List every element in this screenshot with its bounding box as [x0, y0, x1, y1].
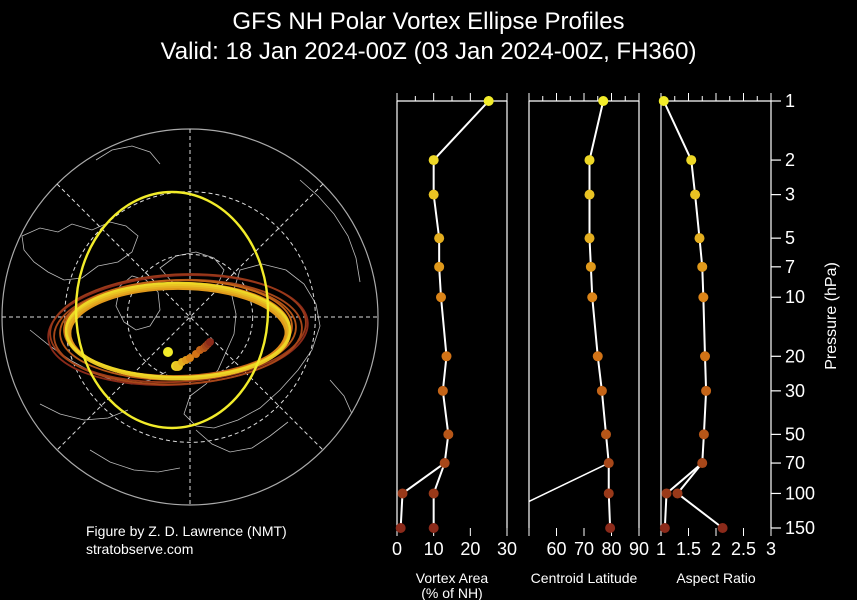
aspect-ratio-point-1hPa	[658, 96, 669, 106]
centroid-latitude-point-100hPa	[603, 488, 614, 499]
centroid-latitude-point-50hPa	[601, 429, 611, 440]
pressure-tick-label: 100	[785, 483, 815, 503]
aspect-ratio-point-7hPa	[697, 261, 708, 272]
chart-title: GFS NH Polar Vortex Ellipse Profiles	[232, 8, 625, 35]
polar-map	[1, 128, 379, 506]
vortex-area-point-3hPa	[428, 189, 439, 200]
pressure-tick-label: 50	[785, 424, 805, 444]
pressure-tick-label: 1	[785, 91, 795, 111]
aspect-ratio-point-50hPa	[698, 429, 709, 440]
aspect-ratio-point-20hPa	[700, 351, 710, 362]
vortex-area-xlabel: Vortex Area	[416, 570, 489, 586]
vortex-centroids	[163, 338, 214, 371]
ellipse-2hPa	[64, 281, 292, 379]
centroid-latitude-point-30hPa	[596, 385, 607, 396]
vortex-area-extra-point-100hPa	[397, 488, 408, 499]
vortex-area-point-100hPa	[428, 488, 439, 499]
vortex-area-point-7hPa	[434, 261, 445, 272]
pressure-tick-label: 10	[785, 287, 805, 307]
centroid-latitude-branch-line	[528, 462, 610, 503]
vortex-area-extra-point-150hPa	[395, 523, 406, 533]
vortex-area-panel: 0 10 20 30 Vortex Area(% of NH)	[392, 93, 517, 600]
vortex-area-point-10hPa	[436, 292, 446, 303]
centroid-10hPa	[186, 354, 194, 362]
centroid-latitude-xtick-label: 90	[629, 539, 649, 559]
centroid-1hPa	[163, 347, 173, 357]
centroid-latitude-point-70hPa	[603, 458, 614, 469]
pressure-tick-label: 3	[785, 185, 795, 205]
aspect-ratio-point-150hPa	[717, 523, 728, 533]
vortex-area-point-70hPa	[439, 458, 450, 469]
centroid-latitude-point-7hPa	[585, 261, 596, 272]
pressure-tick-label: 5	[785, 228, 795, 248]
vortex-area-point-2hPa	[428, 155, 439, 166]
aspect-ratio-point-70hPa	[697, 458, 708, 469]
centroid-latitude-point-1hPa	[598, 96, 609, 106]
aspect-ratio-xtick-label: 2	[711, 539, 721, 559]
credit-author: Figure by Z. D. Lawrence (NMT)	[86, 523, 287, 539]
centroid-latitude-point-20hPa	[592, 351, 603, 362]
pressure-tick-label: 2	[785, 150, 795, 170]
aspect-ratio-panel: 1 1.5 2 2.5 3 Aspect Ratio 1 2 3 5 7 10 20 30 50 70 100 1…	[656, 91, 815, 586]
aspect-ratio-extra-point-100hPa	[661, 488, 672, 499]
aspect-ratio-point-2hPa	[686, 155, 697, 166]
centroid-latitude-point-3hPa	[584, 189, 595, 200]
pressure-tick-label: 70	[785, 453, 805, 473]
centroid-latitude-panel: 60 70 80 90 Centroid Latitude	[528, 93, 649, 586]
profile-panels: 0 10 20 30 Vortex Area(% of NH) 60 70 80 90 Centr…	[392, 91, 815, 600]
aspect-ratio-xtick-label: 1	[656, 539, 666, 559]
aspect-ratio-extra-point-150hPa	[659, 523, 670, 533]
vortex-area-xtick-label: 10	[424, 539, 444, 559]
aspect-ratio-xlabel: Aspect Ratio	[676, 570, 756, 586]
vortex-ellipses	[47, 190, 309, 430]
centroid-latitude-xtick-label: 80	[601, 539, 621, 559]
centroid-150hPa	[206, 338, 214, 346]
aspect-ratio-point-5hPa	[694, 233, 705, 244]
vortex-area-point-150hPa	[428, 523, 439, 533]
aspect-ratio-point-3hPa	[690, 189, 701, 200]
vortex-area-point-50hPa	[443, 429, 454, 440]
centroid-latitude-xtick-label: 60	[546, 539, 566, 559]
chart-subtitle: Valid: 18 Jan 2024-00Z (03 Jan 2024-00Z,…	[160, 38, 697, 65]
graticule	[2, 129, 378, 505]
aspect-ratio-xtick-label: 3	[766, 539, 776, 559]
centroid-latitude-point-2hPa	[584, 155, 595, 166]
ellipse-1hPa	[74, 190, 270, 430]
pressure-tick-label: 30	[785, 381, 805, 401]
aspect-ratio-profile-line	[662, 100, 724, 529]
aspect-ratio-xtick-label: 2.5	[731, 539, 756, 559]
pressure-tick-label: 20	[785, 346, 805, 366]
centroid-latitude-xtick-label: 70	[574, 539, 594, 559]
centroid-latitude-point-150hPa	[605, 523, 616, 533]
latitude-circle-30	[64, 191, 316, 443]
centroid-latitude-point-5hPa	[584, 233, 595, 244]
vortex-area-profile-line	[432, 100, 490, 528]
centroid-latitude-point-10hPa	[587, 292, 598, 303]
coastlines	[21, 145, 361, 473]
aspect-ratio-point-30hPa	[701, 385, 712, 396]
centroid-latitude-profile-line	[588, 100, 612, 529]
vortex-area-xlabel-line2: (% of NH)	[421, 585, 482, 600]
vortex-area-xtick-label: 20	[460, 539, 480, 559]
vortex-area-point-30hPa	[437, 385, 448, 396]
aspect-ratio-point-100hPa	[672, 488, 683, 499]
vortex-area-point-5hPa	[434, 233, 445, 244]
aspect-ratio-xtick-label: 1.5	[676, 539, 701, 559]
vortex-area-xtick-label: 0	[392, 539, 402, 559]
pressure-tick-label: 150	[785, 518, 815, 538]
ellipse-100hPa	[49, 273, 307, 384]
vortex-area-xtick-label: 30	[497, 539, 517, 559]
credit-website: stratobserve.com	[86, 541, 194, 557]
vortex-area-point-1hPa	[483, 96, 494, 106]
aspect-ratio-point-10hPa	[698, 292, 709, 303]
vortex-area-point-20hPa	[441, 351, 452, 362]
pressure-axis-label: Pressure (hPa)	[823, 262, 840, 370]
centroid-latitude-xlabel: Centroid Latitude	[531, 570, 638, 586]
pressure-tick-label: 7	[785, 257, 795, 277]
